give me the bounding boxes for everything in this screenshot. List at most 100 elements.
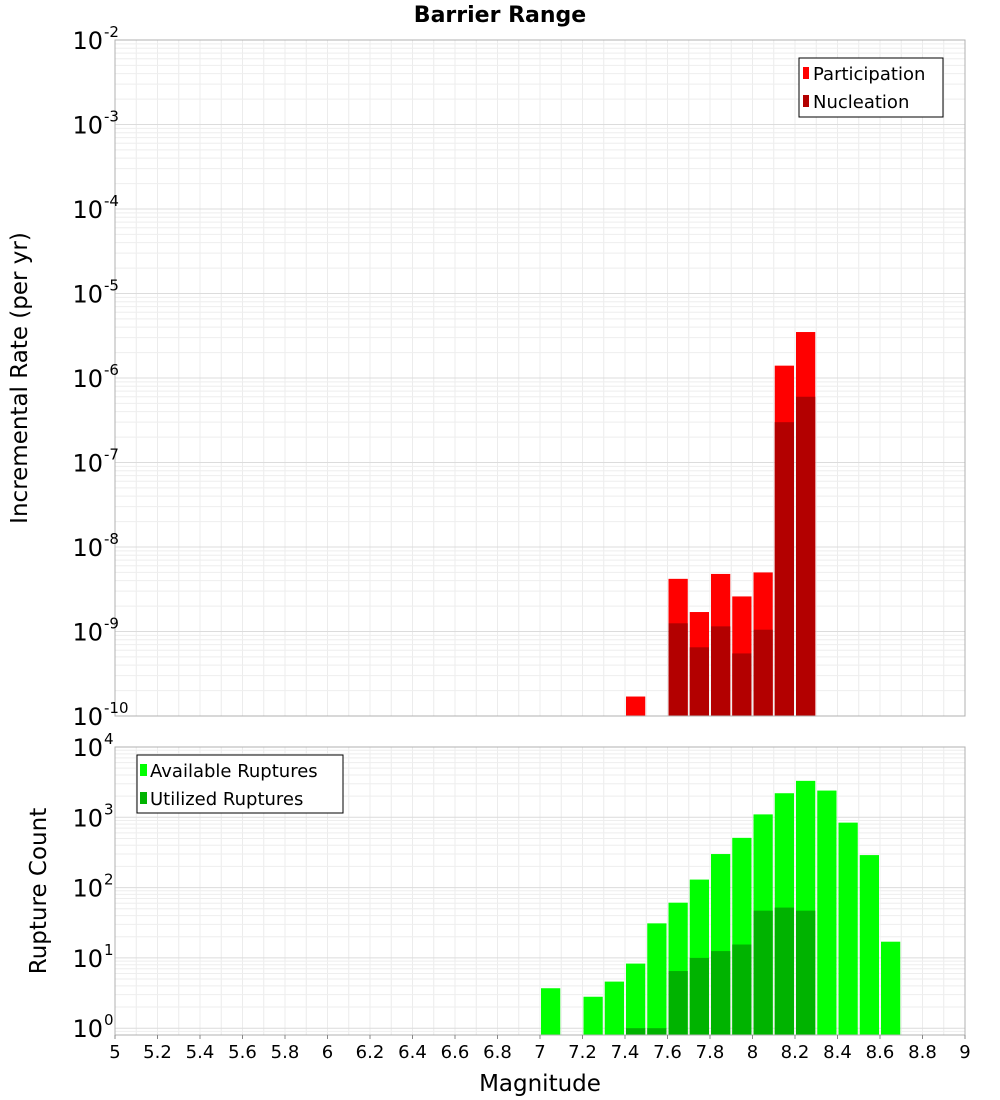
utilized-ruptures-bar — [668, 971, 688, 1035]
x-tick-label: 7.6 — [653, 1042, 682, 1063]
available-ruptures-bar — [647, 923, 667, 1035]
utilized-ruptures-bar — [711, 951, 731, 1035]
x-ticks: 5 5.2 5.4 5.6 5.8 6 6.2 6.4 6.6 6.8 7 7.2 7.4 7.6 7.8 8… — [109, 1035, 971, 1063]
x-tick-label: 8.6 — [866, 1042, 895, 1063]
x-tick-label: 6 — [322, 1042, 333, 1063]
y-tick-exponent: -3 — [104, 108, 119, 126]
utilized-ruptures-bar — [626, 1028, 646, 1035]
x-tick-label: 5.4 — [186, 1042, 215, 1063]
x-tick-label: 8 — [747, 1042, 758, 1063]
y-tick-label: 10 — [72, 27, 103, 55]
x-tick-label: 8.2 — [781, 1042, 810, 1063]
x-tick-label: 7.2 — [568, 1042, 597, 1063]
legend-nucleation-label: Nucleation — [813, 92, 909, 113]
nucleation-bar — [796, 396, 816, 716]
y-tick-label: 10 — [72, 734, 103, 762]
x-tick-label: 7.8 — [696, 1042, 725, 1063]
y-tick-label: 10 — [72, 112, 103, 140]
top-bars — [626, 332, 816, 716]
y-tick-exponent: -10 — [104, 699, 129, 717]
legend-nucleation-swatch — [803, 95, 809, 107]
x-tick-label: 6.8 — [483, 1042, 512, 1063]
x-tick-label: 8.8 — [908, 1042, 937, 1063]
x-tick-label: 5 — [109, 1042, 120, 1063]
x-tick-label: 7 — [534, 1042, 545, 1063]
available-ruptures-bar — [541, 988, 561, 1035]
available-ruptures-bar — [604, 981, 624, 1035]
legend-available-swatch — [140, 764, 147, 776]
y-tick-label: 10 — [72, 281, 103, 309]
y-tick-exponent: -5 — [104, 277, 119, 295]
top-y-axis-label: Incremental Rate (per yr) — [7, 232, 33, 524]
top-legend: Participation Nucleation — [798, 57, 944, 118]
utilized-ruptures-bar — [689, 957, 709, 1035]
bottom-gridlines — [114, 746, 966, 1036]
y-tick-label: 10 — [72, 1015, 103, 1043]
y-tick-exponent: -7 — [104, 446, 119, 464]
legend-utilized-label: Utilized Ruptures — [150, 789, 303, 810]
nucleation-bar — [711, 626, 731, 716]
nucleation-bar — [732, 653, 752, 716]
bottom-legend: Available Ruptures Utilized Ruptures — [136, 754, 344, 814]
available-ruptures-bar — [583, 996, 603, 1035]
available-ruptures-bar — [838, 822, 858, 1035]
y-tick-exponent: 1 — [104, 941, 114, 959]
legend-utilized-swatch — [140, 792, 147, 804]
y-tick-label: 10 — [72, 945, 103, 973]
y-tick-exponent: -9 — [104, 615, 119, 633]
bottom-bars — [541, 780, 901, 1035]
y-tick-label: 10 — [72, 804, 103, 832]
x-tick-label: 6.2 — [356, 1042, 385, 1063]
available-ruptures-bar — [881, 941, 901, 1035]
y-tick-label: 10 — [72, 534, 103, 562]
x-tick-label: 5.2 — [143, 1042, 172, 1063]
nucleation-bar — [774, 422, 794, 716]
y-tick-exponent: -4 — [104, 192, 119, 210]
y-tick-exponent: 4 — [104, 730, 114, 748]
x-tick-label: 8.4 — [823, 1042, 852, 1063]
x-tick-label: 5.8 — [271, 1042, 300, 1063]
available-ruptures-bar — [859, 855, 879, 1035]
available-ruptures-bar — [626, 963, 646, 1035]
y-tick-exponent: 0 — [104, 1011, 114, 1029]
x-tick-label: 7.4 — [611, 1042, 640, 1063]
top-y-ticks: 10-210-310-410-510-610-710-810-910-10 — [72, 23, 128, 731]
y-tick-label: 10 — [72, 875, 103, 903]
legend-participation-label: Participation — [813, 64, 925, 85]
y-tick-exponent: 2 — [104, 871, 114, 889]
utilized-ruptures-bar — [774, 907, 794, 1035]
legend-available-label: Available Ruptures — [150, 761, 318, 782]
nucleation-bar — [689, 647, 709, 716]
utilized-ruptures-bar — [796, 910, 816, 1035]
top-plot-frame — [114, 39, 966, 717]
nucleation-bar — [668, 623, 688, 716]
x-tick-label: 5.6 — [228, 1042, 257, 1063]
utilized-ruptures-bar — [753, 910, 773, 1035]
y-tick-exponent: 3 — [104, 800, 114, 818]
nucleation-bar — [753, 629, 773, 716]
participation-bar — [626, 696, 646, 716]
y-tick-label: 10 — [72, 703, 103, 731]
y-tick-exponent: -6 — [104, 361, 119, 379]
y-tick-exponent: -8 — [104, 530, 119, 548]
y-tick-label: 10 — [72, 619, 103, 647]
legend-participation-swatch — [803, 67, 809, 79]
utilized-ruptures-bar — [732, 944, 752, 1035]
bottom-y-axis-label: Rupture Count — [26, 808, 52, 974]
chart-title: Barrier Range — [414, 3, 586, 28]
top-gridlines — [114, 39, 966, 717]
x-tick-label: 6.6 — [441, 1042, 470, 1063]
y-tick-label: 10 — [72, 450, 103, 478]
bottom-legend-box — [136, 754, 344, 814]
y-tick-label: 10 — [72, 365, 103, 393]
y-tick-exponent: -2 — [104, 23, 119, 41]
x-axis-label: Magnitude — [479, 1071, 601, 1097]
x-tick-label: 9 — [959, 1042, 970, 1063]
x-tick-label: 6.4 — [398, 1042, 427, 1063]
utilized-ruptures-bar — [647, 1028, 667, 1035]
y-tick-label: 10 — [72, 196, 103, 224]
available-ruptures-bar — [817, 790, 837, 1035]
top-legend-box — [798, 57, 944, 118]
